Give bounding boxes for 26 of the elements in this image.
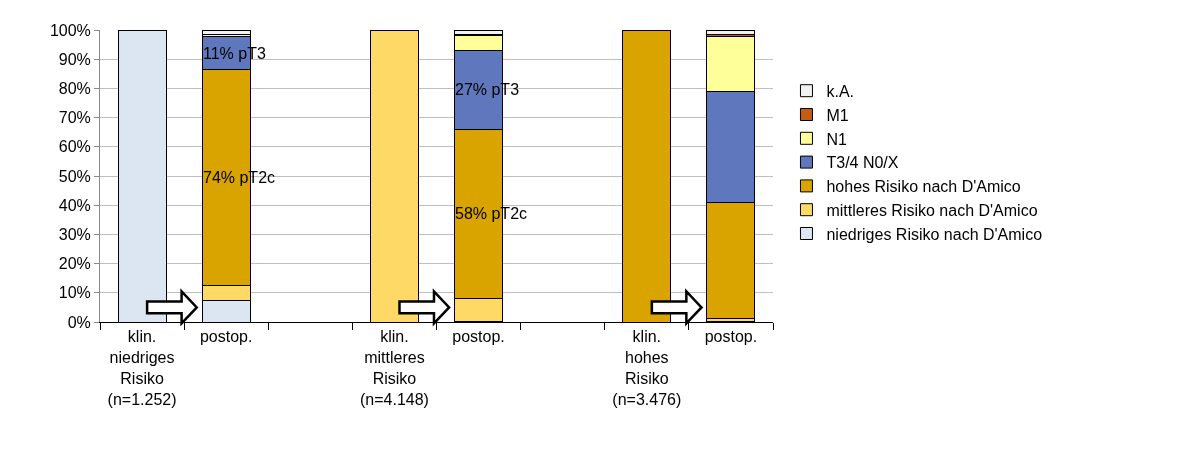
legend-label: mittleres Risiko nach D'Amico (826, 201, 1038, 219)
x-tick-label: postop. (199, 328, 253, 346)
y-tick-label: 20% (58, 255, 91, 273)
y-tick-label: 70% (58, 109, 91, 127)
bar (706, 30, 756, 36)
legend-label: N1 (826, 130, 848, 148)
y-tick-label: 0% (67, 313, 91, 331)
y-tick-label: 90% (58, 50, 91, 68)
legend-label: M1 (826, 106, 849, 124)
x-tick-label: postop. (452, 328, 505, 346)
legend-label: niedriges Risiko nach D'Amico (826, 225, 1043, 243)
legend-label: k.A. (826, 82, 855, 100)
y-tick-label: 80% (58, 80, 91, 97)
x-tick-label: klin. mittleres Risiko (n=4.148) (359, 328, 429, 408)
x-tick-label: klin. niedriges Risiko (n=1.252) (107, 328, 177, 408)
legend-label: hohes Risiko nach D'Amico (826, 178, 1021, 196)
y-tick-label: 50% (58, 167, 91, 185)
bar (201, 30, 251, 36)
x-tick-label: klin. hohes Risiko (n=3.476) (612, 328, 682, 408)
y-tick-label: 100% (49, 21, 91, 39)
x-tick-label: postop. (704, 328, 758, 346)
y-tick-label: 10% (58, 284, 91, 302)
y-tick-label: 60% (58, 138, 91, 156)
y-tick-label: 30% (58, 226, 91, 243)
legend-label: T3/4 N0/X (826, 154, 899, 172)
y-tick-label: 40% (58, 196, 91, 214)
